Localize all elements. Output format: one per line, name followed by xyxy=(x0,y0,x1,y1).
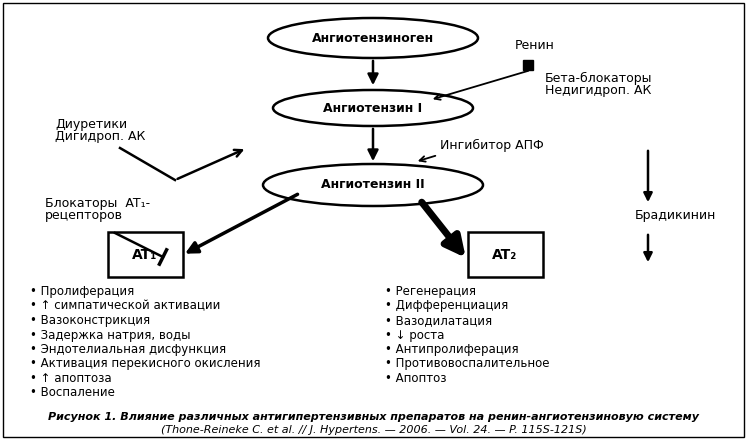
Text: Ингибитор АПФ: Ингибитор АПФ xyxy=(440,139,544,152)
Bar xyxy=(523,60,533,70)
Text: Брадикинин: Брадикинин xyxy=(635,209,716,221)
Text: Блокаторы  AT₁-: Блокаторы AT₁- xyxy=(45,197,150,210)
Text: • Пролиферация: • Пролиферация xyxy=(30,285,134,298)
Text: Ангиотензиноген: Ангиотензиноген xyxy=(312,32,434,44)
Text: • Апоптоз: • Апоптоз xyxy=(385,372,447,385)
Text: (Thone-Reineke C. et al. // J. Hypertens. — 2006. — Vol. 24. — P. 115S-121S): (Thone-Reineke C. et al. // J. Hypertens… xyxy=(161,425,586,435)
Text: • Воспаление: • Воспаление xyxy=(30,386,115,400)
Text: AT₁: AT₁ xyxy=(132,248,158,262)
Ellipse shape xyxy=(268,18,478,58)
Text: • Противовоспалительное: • Противовоспалительное xyxy=(385,357,550,370)
Text: • Вазодилатация: • Вазодилатация xyxy=(385,314,492,327)
Text: • Антипролиферация: • Антипролиферация xyxy=(385,343,518,356)
Bar xyxy=(108,232,182,278)
Text: AT₂: AT₂ xyxy=(492,248,518,262)
Text: • Эндотелиальная дисфункция: • Эндотелиальная дисфункция xyxy=(30,343,226,356)
Text: • Регенерация: • Регенерация xyxy=(385,285,476,298)
Text: Ангиотензин II: Ангиотензин II xyxy=(321,179,425,191)
Ellipse shape xyxy=(263,164,483,206)
Text: • Активация перекисного окисления: • Активация перекисного окисления xyxy=(30,357,261,370)
Text: Ренин: Ренин xyxy=(515,39,555,52)
Text: Ангиотензин I: Ангиотензин I xyxy=(323,102,423,114)
Text: • ↑ симпатической активации: • ↑ симпатической активации xyxy=(30,300,220,312)
Text: Дигидроп. АК: Дигидроп. АК xyxy=(55,130,146,143)
Text: • ↓ роста: • ↓ роста xyxy=(385,329,444,341)
Text: Диуретики: Диуретики xyxy=(55,118,127,131)
Ellipse shape xyxy=(273,90,473,126)
Bar xyxy=(468,232,542,278)
Text: рецепторов: рецепторов xyxy=(45,209,123,222)
Text: • ↑ апоптоза: • ↑ апоптоза xyxy=(30,372,111,385)
Text: Рисунок 1. Влияние различных антигипертензивных препаратов на ренин-ангиотензино: Рисунок 1. Влияние различных антигиперте… xyxy=(48,412,699,422)
Text: • Задержка натрия, воды: • Задержка натрия, воды xyxy=(30,329,190,341)
Text: • Дифференциация: • Дифференциация xyxy=(385,300,508,312)
Text: Бета-блокаторы: Бета-блокаторы xyxy=(545,72,652,85)
Text: • Вазоконстрикция: • Вазоконстрикция xyxy=(30,314,150,327)
Text: Недигидроп. АК: Недигидроп. АК xyxy=(545,84,651,97)
